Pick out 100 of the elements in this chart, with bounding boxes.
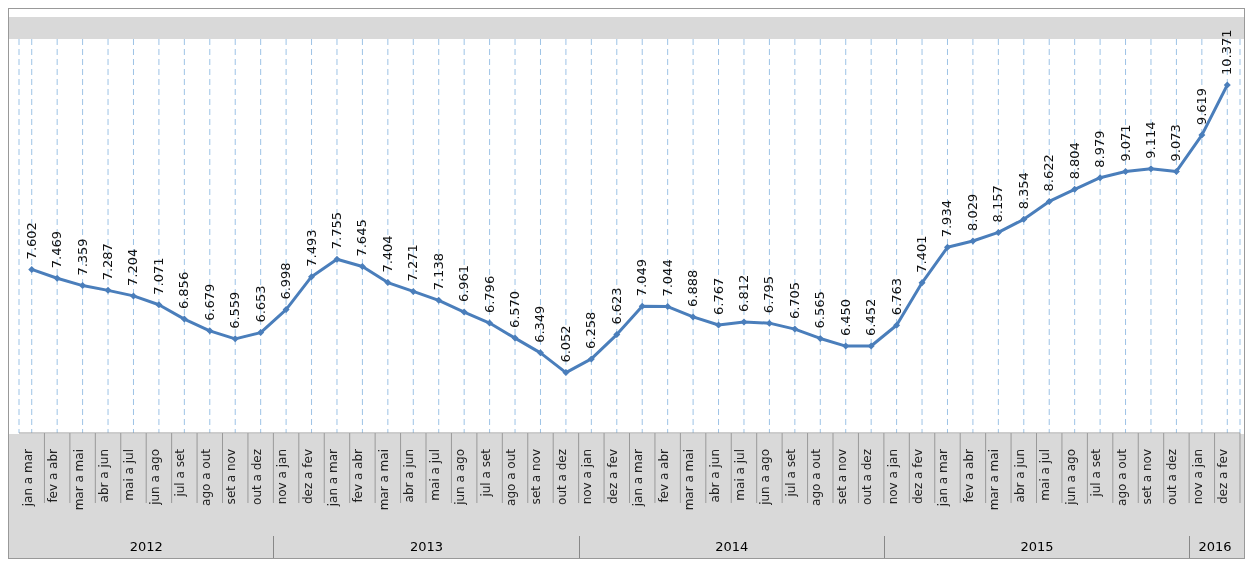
x-tick-label: out a dez [554, 449, 569, 505]
data-label: 6.679 [201, 283, 217, 321]
data-label: 6.888 [685, 269, 701, 307]
x-tick-label: jul a set [783, 448, 798, 498]
x-tick-label: fev a abr [46, 448, 61, 503]
point [918, 279, 926, 287]
data-label: 8.804 [1066, 142, 1082, 180]
point [791, 325, 799, 333]
point [765, 319, 773, 327]
data-label: 7.645 [354, 219, 370, 257]
data-label: 8.354 [1015, 172, 1031, 210]
point [969, 237, 977, 245]
data-label: 7.049 [634, 259, 650, 297]
x-tick-label: out a dez [249, 449, 264, 505]
data-label: 8.979 [1092, 130, 1108, 168]
data-label: 6.767 [710, 277, 726, 315]
point [384, 279, 392, 287]
data-label: 8.622 [1041, 154, 1057, 192]
x-tick-label: nov a jan [1190, 449, 1205, 505]
point [460, 308, 468, 316]
data-label: 6.623 [608, 287, 624, 325]
data-label: 7.204 [125, 248, 141, 286]
data-label: 6.570 [507, 290, 523, 329]
x-tick-label: jul a set [1089, 448, 1104, 498]
text: 2015 [883, 536, 1190, 558]
point [1096, 174, 1104, 182]
point [1223, 81, 1231, 89]
point [1071, 185, 1079, 193]
x-tick-label: jan a mar [20, 448, 35, 508]
point [180, 315, 188, 323]
data-label: 7.493 [303, 229, 319, 267]
data-label: 6.998 [278, 262, 294, 300]
x-tick-label: mai a jul [732, 449, 747, 501]
text: 2014 [578, 536, 884, 558]
x-tick-label: fev a abr [351, 448, 366, 503]
x-tick-label: dez a fev [1216, 449, 1231, 504]
data-label: 6.452 [863, 298, 879, 336]
point [1172, 167, 1180, 175]
x-tick-label: mai a jul [122, 449, 137, 501]
x-tick-label: ago a out [504, 448, 519, 506]
x-tick-label: nov a jan [580, 449, 595, 505]
point [994, 228, 1002, 236]
x-tick-label: abr a jun [97, 449, 112, 503]
x-tick-label: jul a set [478, 448, 493, 498]
point [308, 273, 316, 281]
point [943, 243, 951, 251]
x-tick-label: jan a mar [936, 448, 951, 508]
data-label: 7.138 [430, 253, 446, 291]
x-tick-label: mar a mai [376, 449, 391, 511]
x-tick-label: dez a fev [300, 449, 315, 504]
data-label: 6.856 [176, 271, 192, 310]
data-label: 7.071 [150, 257, 166, 295]
x-tick-label: dez a fev [605, 449, 620, 504]
data-label: 9.073 [1168, 124, 1184, 162]
data-label: 7.469 [49, 231, 65, 269]
x-tick-label: fev a abr [656, 448, 671, 503]
data-label: 7.271 [405, 244, 421, 282]
data-label: 8.157 [990, 185, 1006, 223]
x-tick-label: jan a mar [631, 448, 646, 508]
x-tick-label: fev a abr [961, 448, 976, 503]
x-tick-label: set a nov [224, 449, 239, 505]
data-label: 7.755 [328, 211, 344, 250]
point [155, 301, 163, 309]
data-label: 6.763 [888, 278, 904, 316]
data-label: 6.349 [532, 305, 548, 343]
point [816, 334, 824, 342]
x-tick-label: nov a jan [275, 449, 290, 505]
x-tick-label: jun a ago [147, 449, 162, 506]
x-tick-label: abr a jun [1012, 449, 1027, 503]
point [867, 342, 875, 350]
point [129, 292, 137, 300]
data-label: 6.258 [583, 311, 599, 349]
data-label: 6.653 [252, 285, 268, 323]
data-label: 6.812 [735, 274, 751, 312]
data-label: 6.796 [481, 275, 497, 314]
point [1020, 215, 1028, 223]
x-tick-label: nov a jan [885, 449, 900, 505]
point [740, 318, 748, 326]
data-label: 7.404 [379, 235, 395, 273]
data-label: 9.619 [1193, 87, 1209, 126]
x-tick-label: mai a jul [427, 449, 442, 501]
x-tick-label: mar a mai [71, 449, 86, 511]
x-tick-label: out a dez [1165, 449, 1180, 505]
data-label: 9.071 [1117, 124, 1133, 162]
x-tick-label: jul a set [173, 448, 188, 498]
x-tick-label: dez a fev [911, 449, 926, 504]
point [511, 334, 519, 342]
point [689, 313, 697, 321]
point [435, 296, 443, 304]
data-label: 8.029 [964, 193, 980, 231]
x-tick-label: mai a jul [1038, 449, 1053, 501]
point [486, 319, 494, 327]
data-label: 9.114 [1142, 121, 1158, 159]
text: 2013 [273, 536, 579, 558]
x-tick-label: abr a jun [707, 449, 722, 503]
point [664, 303, 672, 311]
x-tick-label: jun a ago [758, 449, 773, 506]
point [638, 302, 646, 310]
data-label: 7.044 [659, 259, 675, 297]
x-tick-label: ago a out [1114, 448, 1129, 506]
